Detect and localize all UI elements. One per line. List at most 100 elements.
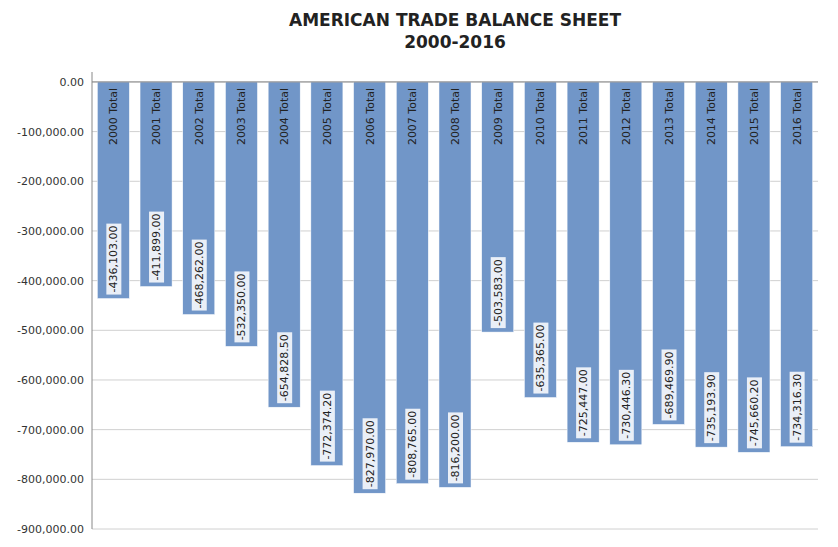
category-label: 2000 Total (107, 88, 120, 145)
category-label: 2009 Total (492, 88, 505, 145)
bar (97, 82, 129, 299)
bar (781, 82, 813, 447)
value-label-bg (533, 323, 548, 394)
bar (311, 82, 343, 466)
value-label-bg (320, 391, 335, 462)
chart: AMERICAN TRADE BALANCE SHEET2000-2016 0.0… (0, 0, 838, 547)
y-tick-label: -900,000.00 (17, 523, 84, 536)
value-label-bg (363, 418, 378, 489)
category-label: 2001 Total (150, 88, 163, 145)
value-label: -689,469.90 (663, 351, 676, 418)
value-label: -808,765.00 (406, 411, 419, 478)
value-label: -730,446.30 (620, 372, 633, 439)
bar (482, 82, 514, 332)
value-label-group: -730,446.30 (619, 370, 634, 441)
bar (354, 82, 386, 493)
value-label-bg (448, 412, 463, 483)
category-label: 2008 Total (449, 88, 462, 145)
value-label-group: -411,899.00 (149, 212, 164, 283)
value-label-group: -772,374.20 (320, 391, 335, 462)
value-label: -532,350.00 (235, 273, 248, 340)
y-tick-label: -800,000.00 (17, 473, 84, 486)
bar (140, 82, 172, 287)
category-label: 2005 Total (321, 88, 334, 145)
value-label-bg (662, 349, 677, 420)
value-label: -654,828.50 (278, 334, 291, 401)
value-label-bg (747, 377, 762, 448)
bars (97, 82, 812, 493)
value-label: -503,583.00 (492, 259, 505, 326)
category-label: 2010 Total (534, 88, 547, 145)
y-tick-label: -500,000.00 (17, 324, 84, 337)
category-label: 2015 Total (748, 88, 761, 145)
bar (396, 82, 428, 484)
value-label-bg (192, 240, 207, 311)
value-label: -816,200.00 (449, 414, 462, 481)
value-label: -734,316.30 (791, 374, 804, 441)
value-label: -411,899.00 (150, 214, 163, 281)
grid-line (92, 81, 818, 82)
bar (610, 82, 642, 445)
value-label-group: -635,365.00 (533, 323, 548, 394)
value-label-group: -735,193.90 (704, 372, 719, 443)
value-label-group: -468,262.00 (192, 240, 207, 311)
value-label-bg (790, 372, 805, 443)
value-label-bg (149, 212, 164, 283)
value-label-bg (106, 224, 121, 295)
category-label: 2007 Total (406, 88, 419, 145)
category-label: 2011 Total (577, 88, 590, 145)
category-label: 2004 Total (278, 88, 291, 145)
bar (268, 82, 300, 407)
zero-line (92, 81, 818, 82)
value-label-bg (704, 372, 719, 443)
subtitle: 2000-2016 (404, 32, 506, 52)
value-label-bg (619, 370, 634, 441)
value-label-group: -827,970.00 (363, 418, 378, 489)
grid-line (92, 529, 818, 530)
y-tick-label: -200,000.00 (17, 175, 84, 188)
y-tick-label: -600,000.00 (17, 374, 84, 387)
bar (695, 82, 727, 447)
value-label-group: -734,316.30 (790, 372, 805, 443)
value-label-group: -436,103.00 (106, 224, 121, 295)
bar (439, 82, 471, 487)
value-label-group: -808,765.00 (405, 409, 420, 480)
value-label-group: -503,583.00 (491, 257, 506, 328)
value-label: -772,374.20 (321, 393, 334, 460)
value-label-bg (405, 409, 420, 480)
value-label-bg (491, 257, 506, 328)
y-tick-label: -400,000.00 (17, 275, 84, 288)
value-label-group: -725,447.00 (576, 367, 591, 438)
value-label: -745,660.20 (748, 379, 761, 446)
value-label: -827,970.00 (364, 420, 377, 487)
category-label: 2002 Total (193, 88, 206, 145)
value-label: -468,262.00 (193, 242, 206, 309)
category-label: 2013 Total (663, 88, 676, 145)
category-label: 2006 Total (364, 88, 377, 145)
y-tick-label: 0.00 (60, 76, 85, 89)
category-label: 2012 Total (620, 88, 633, 145)
title: AMERICAN TRADE BALANCE SHEET (289, 10, 621, 30)
value-label-group: -745,660.20 (747, 377, 762, 448)
bar (225, 82, 257, 346)
y-tick-label: -700,000.00 (17, 424, 84, 437)
value-label: -725,447.00 (577, 369, 590, 436)
bar (567, 82, 599, 442)
value-label-group: -816,200.00 (448, 412, 463, 483)
category-label: 2003 Total (235, 88, 248, 145)
labels: 2000 Total 2001 Total 2002 Total 2003 Total… (106, 88, 804, 489)
value-label-group: -654,828.50 (277, 332, 292, 403)
value-label-bg (234, 271, 249, 342)
value-label-group: -532,350.00 (234, 271, 249, 342)
grid (92, 82, 818, 529)
value-label-group: -689,469.90 (662, 349, 677, 420)
y-tick-label: -300,000.00 (17, 225, 84, 238)
y-tick-label: -100,000.00 (17, 126, 84, 139)
y-axis-line (92, 72, 93, 529)
category-label: 2014 Total (705, 88, 718, 145)
value-label-bg (277, 332, 292, 403)
value-label: -436,103.00 (107, 226, 120, 293)
bar (653, 82, 685, 424)
value-label-bg (576, 367, 591, 438)
category-label: 2016 Total (791, 88, 804, 145)
